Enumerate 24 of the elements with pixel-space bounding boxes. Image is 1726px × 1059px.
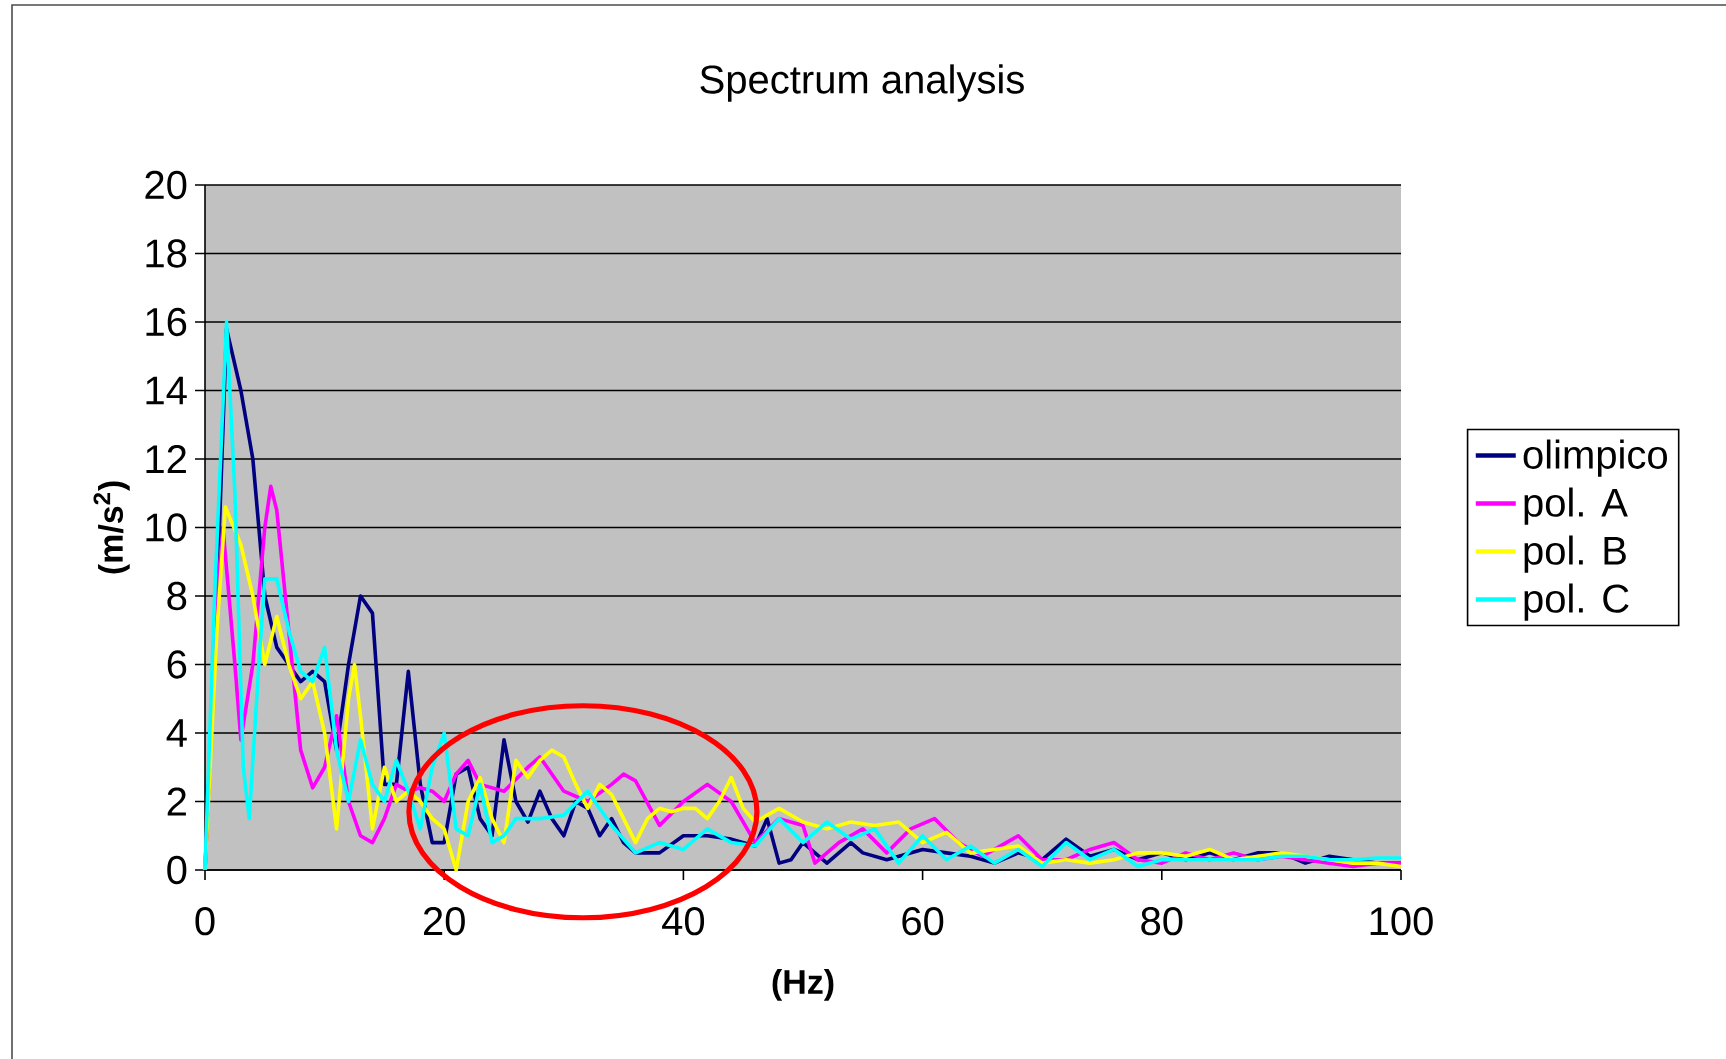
y-tick-label: 8 [167,581,187,611]
y-axis-title: (m/s$^{2}$) [93,481,130,574]
y-tick-label: 4 [166,719,187,747]
x-axis-title: (Hz) [772,969,834,1001]
y-tick-label: 2 [167,787,186,816]
y-tick-label: 20 [145,170,187,200]
legend-label: pol. A [1524,487,1628,525]
y-tick-label: 14 [146,376,187,405]
legend-label: pol. C [1524,583,1629,621]
x-tick-label: 20 [423,907,465,936]
x-tick-label: 80 [1141,907,1183,936]
y-tick-label: 18 [146,239,187,268]
legend-label: pol. B [1524,535,1626,573]
chart-title: Spectrum analysis [700,64,1024,102]
y-tick-label: 0 [167,855,187,885]
legend-label: olimpico [1523,439,1667,477]
y-tick-label: 6 [167,650,187,679]
x-tick-label: 100 [1370,907,1433,936]
x-tick-label: 0 [195,907,215,936]
x-tick-label: 40 [662,907,705,936]
y-tick-label: 16 [146,307,187,337]
y-tick-label: 12 [146,445,186,473]
x-tick-label: 60 [902,907,944,936]
y-tick-label: 10 [146,513,187,542]
